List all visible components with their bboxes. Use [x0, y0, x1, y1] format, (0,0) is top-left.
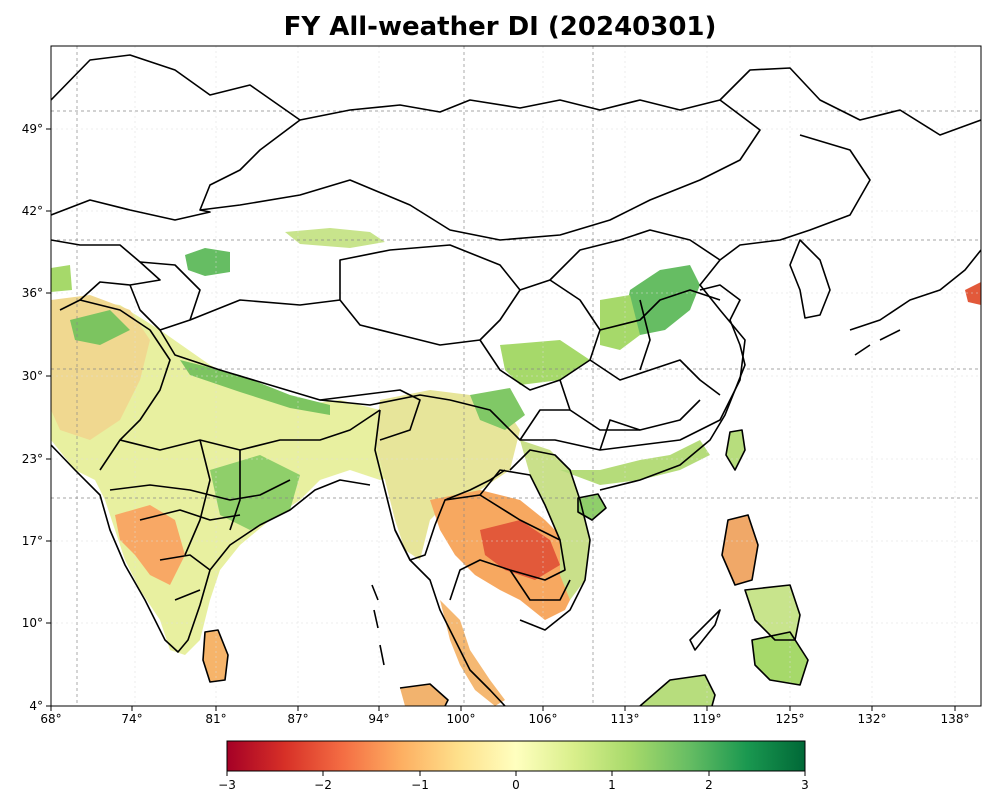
- coast-china-east: [599, 284, 746, 491]
- raster-nepal: [180, 360, 330, 415]
- raster-india-orange: [115, 505, 185, 585]
- raster-mindanao: [752, 632, 808, 685]
- lat-tick-label: 49°: [22, 122, 43, 136]
- raster-visayas: [745, 585, 800, 640]
- raster-taiwan: [726, 430, 745, 470]
- lon-tick-label: 94°: [368, 712, 389, 726]
- border-china-tibet: [159, 134, 871, 451]
- lat-tick-label: 4°: [29, 699, 43, 713]
- border-mongolia: [199, 99, 761, 241]
- coast-srilanka: [202, 629, 229, 683]
- colorbar-tick-label: 0: [512, 778, 520, 792]
- lat-tick-label: 30°: [22, 369, 43, 383]
- coast-luzon: [721, 514, 759, 586]
- lon-tick-label: 68°: [40, 712, 61, 726]
- coast-palawan: [689, 609, 721, 651]
- border-laos: [479, 469, 561, 541]
- coast-india: [51, 444, 371, 653]
- raster-borneo: [640, 675, 715, 706]
- colorbar-tick-label: 3: [801, 778, 809, 792]
- colorbar-ticks: [226, 771, 806, 776]
- colorbar-tick-label: −1: [411, 778, 429, 792]
- raster-pakistan-green: [70, 310, 130, 345]
- border-province-9: [639, 299, 651, 371]
- colorbar: −3 −2 −1 0 1 2 3: [218, 740, 809, 792]
- colorbar-tick-label: 1: [608, 778, 616, 792]
- lon-axis: [50, 706, 956, 711]
- border-india-2: [119, 409, 381, 451]
- lat-tick-labels: 4° 10° 17° 23° 30° 36° 42° 49°: [22, 122, 43, 713]
- lat-tick-label: 42°: [22, 204, 43, 218]
- colorbar-tick-label: −2: [314, 778, 332, 792]
- border-central-asia: [51, 239, 161, 311]
- raster-xinjiang-green: [185, 248, 230, 276]
- coast-japan: [849, 249, 981, 356]
- lat-tick-label: 10°: [22, 616, 43, 630]
- coast-hainan: [577, 493, 607, 521]
- raster-thailand-red: [480, 520, 560, 580]
- border-cambodia: [509, 569, 571, 601]
- border-russia-kaz: [51, 54, 981, 136]
- border-india-5: [159, 554, 211, 601]
- coast-andaman: [371, 584, 385, 666]
- lon-tick-label: 132°: [858, 712, 887, 726]
- borders: [51, 54, 981, 706]
- lon-tick-label: 74°: [121, 712, 142, 726]
- border-province-1: [339, 244, 521, 346]
- lon-tick-label: 106°: [529, 712, 558, 726]
- colorbar-gradient: [226, 740, 806, 772]
- border-province-5: [559, 379, 701, 431]
- border-province-6: [599, 289, 721, 331]
- raster-myanmar: [375, 390, 520, 560]
- lon-tick-label: 113°: [611, 712, 640, 726]
- raster-guangdong: [560, 440, 710, 485]
- lat-tick-label: 23°: [22, 452, 43, 466]
- border-province-7: [549, 229, 721, 281]
- coast-mindanao: [751, 631, 809, 686]
- border-province-2: [189, 299, 341, 321]
- border-thailand: [444, 494, 566, 601]
- raster-kaz-green: [51, 265, 72, 292]
- coast-borneo: [639, 674, 716, 706]
- raster-luzon: [722, 515, 758, 585]
- raster-north-china-light: [600, 295, 640, 350]
- lon-tick-label: 87°: [287, 712, 308, 726]
- border-kazakh-china: [51, 199, 211, 221]
- lat-axis: [46, 128, 51, 707]
- border-province-8: [599, 419, 641, 451]
- lon-tick-label: 100°: [447, 712, 476, 726]
- lon-tick-label: 119°: [693, 712, 722, 726]
- border-province-10: [519, 409, 570, 441]
- lon-tick-label: 138°: [941, 712, 970, 726]
- map-title: FY All-weather DI (20240301): [283, 12, 717, 42]
- raster-sichuan: [500, 340, 590, 385]
- raster-india-green: [210, 455, 300, 530]
- border-myanmar: [374, 409, 506, 561]
- raster-xinjiang-mixed: [285, 228, 385, 248]
- coast-indochina: [394, 449, 591, 706]
- raster-japan: [965, 282, 981, 305]
- border-india-1: [79, 299, 171, 471]
- lat-tick-label: 17°: [22, 534, 43, 548]
- raster-yunnan-green: [470, 388, 525, 430]
- lon-tick-label: 81°: [205, 712, 226, 726]
- border-india-4: [139, 509, 241, 521]
- coast-taiwan: [725, 429, 746, 471]
- colorbar-tick-label: −3: [218, 778, 236, 792]
- colorbar-tick-label: 2: [705, 778, 713, 792]
- border-india-3: [109, 479, 291, 501]
- raster-peninsula: [440, 600, 505, 706]
- raster-srilanka: [203, 630, 228, 682]
- lat-tick-label: 36°: [22, 286, 43, 300]
- border-korea: [789, 239, 831, 319]
- coast-sumatra: [399, 683, 449, 706]
- border-india-ne: [319, 389, 421, 441]
- border-province-4: [589, 359, 721, 396]
- lon-tick-labels: 68° 74° 81° 87° 94° 100° 106° 113° 119° …: [40, 712, 969, 726]
- lon-tick-label: 125°: [776, 712, 805, 726]
- border-india-6: [184, 439, 241, 556]
